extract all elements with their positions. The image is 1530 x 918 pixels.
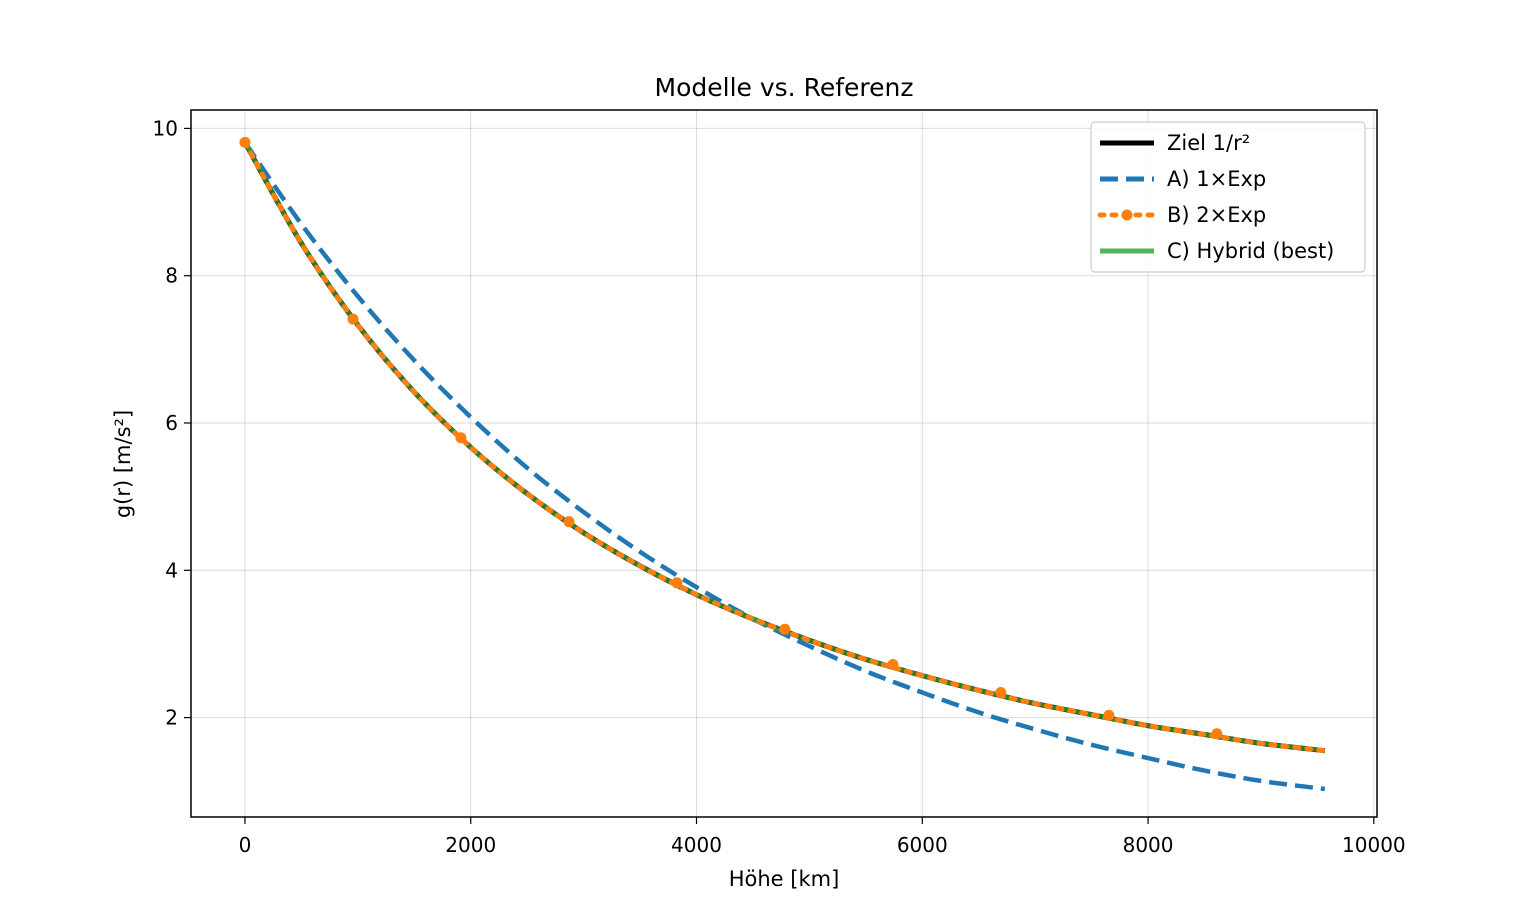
series-group	[239, 136, 1328, 792]
series-line-b-2-exp	[242, 139, 1328, 754]
legend-label-b-2-exp: B) 2×Exp	[1167, 203, 1266, 227]
legend-label-ziel-1-r: Ziel 1/r²	[1167, 131, 1250, 155]
y-tick-label: 8	[165, 264, 178, 288]
series-marker-b-2-exp	[455, 432, 467, 444]
series-marker-b-2-exp	[239, 136, 251, 148]
x-tick-label: 10000	[1342, 833, 1406, 857]
x-tick-label: 6000	[897, 833, 948, 857]
series-marker-b-2-exp	[347, 313, 359, 325]
y-tick-label: 4	[165, 558, 178, 582]
legend-frame	[1090, 121, 1366, 273]
series-marker-b-2-exp	[1103, 709, 1115, 721]
series-marker-b-2-exp	[779, 623, 791, 635]
legend: Ziel 1/r² A) 1×Exp B) 2×Exp C) Hybrid (best…	[1090, 121, 1366, 273]
series-marker-b-2-exp	[995, 687, 1007, 699]
y-tick-label: 2	[165, 706, 178, 730]
x-axis: 0 2000 4000 6000 8000 10000	[239, 817, 1406, 857]
series-marker-b-2-exp	[563, 516, 575, 528]
y-tick-label: 10	[153, 116, 178, 140]
y-tick-label: 6	[165, 411, 178, 435]
legend-label-c-hybrid-best: C) Hybrid (best)	[1167, 239, 1334, 263]
x-tick-label: 4000	[671, 833, 722, 857]
legend-marker-b-2-exp	[1121, 209, 1133, 221]
chart-title: Modelle vs. Referenz	[655, 73, 914, 102]
x-tick-label: 0	[239, 833, 252, 857]
x-axis-label: Höhe [km]	[729, 867, 840, 891]
y-axis-label: g(r) [m/s²]	[111, 410, 135, 518]
y-axis: 2 4 6 8 10	[153, 116, 191, 730]
series-marker-b-2-exp	[887, 659, 899, 671]
x-tick-label: 2000	[445, 833, 496, 857]
plot-frame	[190, 109, 1378, 818]
x-tick-label: 8000	[1123, 833, 1174, 857]
series-marker-b-2-exp	[1211, 728, 1223, 740]
legend-label-a-1-exp: A) 1×Exp	[1167, 167, 1266, 191]
series-marker-b-2-exp	[671, 577, 683, 589]
